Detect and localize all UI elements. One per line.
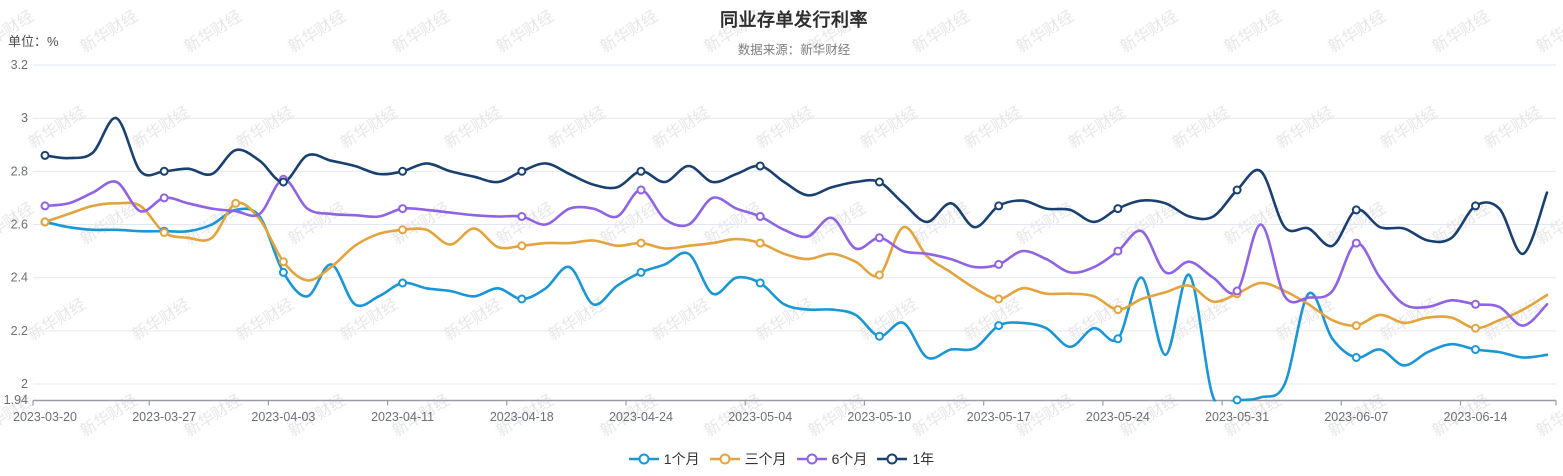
data-point-marker-2[interactable] bbox=[755, 212, 765, 221]
data-point-marker-0[interactable] bbox=[994, 321, 1004, 331]
y-grid: 3.2 3 2.8 2.6 2.4 2.2 2 1.94 bbox=[4, 58, 1556, 407]
data-point-marker-3[interactable] bbox=[278, 177, 288, 187]
y-axis-label: 2.6 bbox=[11, 218, 28, 232]
data-point-marker-1[interactable] bbox=[231, 198, 241, 208]
x-axis-label: 2023-04-11 bbox=[371, 410, 434, 424]
legend-label: 1年 bbox=[912, 451, 935, 467]
chart-subtitle: 数据来源：新华财经 bbox=[737, 43, 851, 57]
x-axis-label: 2023-05-17 bbox=[967, 410, 1031, 424]
x-axis-label: 2023-05-10 bbox=[847, 410, 911, 424]
data-point-marker-0[interactable] bbox=[398, 278, 408, 288]
x-axis: 2023-03-20 2023-03-27 2023-04-03 2023-04-11… bbox=[13, 399, 1557, 424]
data-point-marker-2[interactable] bbox=[636, 185, 646, 195]
data-point-marker-3[interactable] bbox=[1351, 205, 1361, 215]
data-point-marker-1[interactable] bbox=[636, 238, 646, 248]
data-point-marker-2[interactable] bbox=[40, 201, 50, 211]
data-point-marker-2[interactable] bbox=[1232, 286, 1242, 296]
series-markers bbox=[40, 150, 1480, 405]
x-axis-label: 2023-03-20 bbox=[13, 410, 77, 424]
data-point-marker-1[interactable] bbox=[398, 225, 408, 235]
data-point-marker-1[interactable] bbox=[994, 294, 1004, 304]
data-point-marker-0[interactable] bbox=[1232, 395, 1242, 405]
legend-label: 6个月 bbox=[831, 451, 868, 467]
legend-line-circle-icon bbox=[877, 453, 908, 465]
legend-line-circle-icon bbox=[796, 453, 827, 465]
data-point-marker-0[interactable] bbox=[636, 267, 646, 277]
x-axis-label: 2023-05-31 bbox=[1205, 410, 1269, 424]
data-point-marker-2[interactable] bbox=[159, 193, 169, 203]
data-point-marker-1[interactable] bbox=[1113, 305, 1123, 315]
data-point-marker-3[interactable] bbox=[40, 150, 50, 160]
chart-header: 同业存单发行利率 数据来源：新华财经 bbox=[33, 6, 1555, 58]
y-axis-label: 3 bbox=[21, 111, 28, 125]
y-axis-label: 2.2 bbox=[11, 324, 28, 338]
x-axis-label: 2023-04-18 bbox=[490, 410, 554, 424]
data-point-marker-3[interactable] bbox=[398, 166, 408, 176]
data-point-marker-3[interactable] bbox=[636, 166, 646, 176]
series-lines bbox=[43, 116, 1549, 402]
data-point-marker-3[interactable] bbox=[1471, 201, 1480, 211]
data-point-marker-2[interactable] bbox=[994, 259, 1004, 269]
series-line-2 bbox=[43, 178, 1549, 327]
x-axis-label: 2023-04-24 bbox=[609, 410, 673, 424]
data-point-marker-1[interactable] bbox=[40, 217, 50, 227]
data-point-marker-3[interactable] bbox=[755, 161, 765, 171]
data-point-marker-0[interactable] bbox=[874, 331, 884, 341]
series-line-1 bbox=[43, 201, 1549, 330]
series-line-3 bbox=[43, 116, 1549, 256]
data-point-marker-2[interactable] bbox=[517, 212, 527, 221]
y-axis-label: 1.94 bbox=[4, 393, 28, 407]
data-point-marker-1[interactable] bbox=[278, 257, 288, 267]
series-line-0 bbox=[43, 207, 1549, 402]
data-point-marker-2[interactable] bbox=[398, 204, 408, 214]
data-point-marker-2[interactable] bbox=[874, 233, 884, 243]
x-axis-label: 2023-05-24 bbox=[1086, 410, 1150, 424]
legend-item-3[interactable]: 1年 bbox=[877, 449, 934, 469]
data-point-marker-1[interactable] bbox=[874, 270, 884, 280]
data-point-marker-1[interactable] bbox=[159, 228, 169, 237]
x-axis-label: 2023-06-07 bbox=[1324, 410, 1388, 424]
data-point-marker-3[interactable] bbox=[874, 177, 884, 187]
y-axis-label: 2 bbox=[21, 377, 28, 391]
data-point-marker-3[interactable] bbox=[159, 166, 169, 176]
data-point-marker-0[interactable] bbox=[1113, 334, 1123, 344]
y-axis-unit-label: 单位：% bbox=[8, 34, 59, 49]
data-point-marker-1[interactable] bbox=[755, 238, 765, 248]
data-point-marker-2[interactable] bbox=[1471, 299, 1480, 309]
data-point-marker-0[interactable] bbox=[755, 278, 765, 288]
legend-item-2[interactable]: 6个月 bbox=[796, 449, 868, 469]
legend-label: 三个月 bbox=[744, 451, 787, 467]
y-axis-label: 2.4 bbox=[11, 271, 28, 285]
x-axis-label: 2023-06-14 bbox=[1444, 410, 1508, 424]
chart-title: 同业存单发行利率 bbox=[720, 10, 868, 30]
data-point-marker-3[interactable] bbox=[517, 166, 527, 176]
y-axis-label: 2.8 bbox=[11, 164, 28, 178]
y-axis-label: 3.2 bbox=[11, 58, 28, 72]
legend-label: 1个月 bbox=[663, 451, 700, 467]
legend: 1个月 三个月 6个月 1年 bbox=[0, 449, 1563, 469]
legend-item-0[interactable]: 1个月 bbox=[628, 449, 700, 469]
data-point-marker-1[interactable] bbox=[1471, 323, 1480, 333]
x-axis-label: 2023-04-03 bbox=[251, 410, 315, 424]
legend-line-circle-icon bbox=[709, 453, 740, 465]
data-point-marker-1[interactable] bbox=[517, 241, 527, 251]
data-point-marker-2[interactable] bbox=[1351, 238, 1361, 248]
data-point-marker-0[interactable] bbox=[1351, 353, 1361, 362]
data-point-marker-3[interactable] bbox=[994, 201, 1004, 211]
data-point-marker-3[interactable] bbox=[1232, 185, 1242, 195]
x-axis-label: 2023-05-04 bbox=[728, 410, 792, 424]
data-point-marker-1[interactable] bbox=[1351, 321, 1361, 331]
data-point-marker-0[interactable] bbox=[278, 267, 288, 277]
data-point-marker-0[interactable] bbox=[517, 294, 527, 304]
x-axis-label: 2023-03-27 bbox=[132, 410, 196, 424]
legend-item-1[interactable]: 三个月 bbox=[709, 449, 787, 469]
data-point-marker-2[interactable] bbox=[1113, 246, 1123, 256]
legend-line-circle-icon bbox=[628, 453, 659, 465]
data-point-marker-0[interactable] bbox=[1471, 345, 1480, 354]
data-point-marker-3[interactable] bbox=[1113, 204, 1123, 214]
